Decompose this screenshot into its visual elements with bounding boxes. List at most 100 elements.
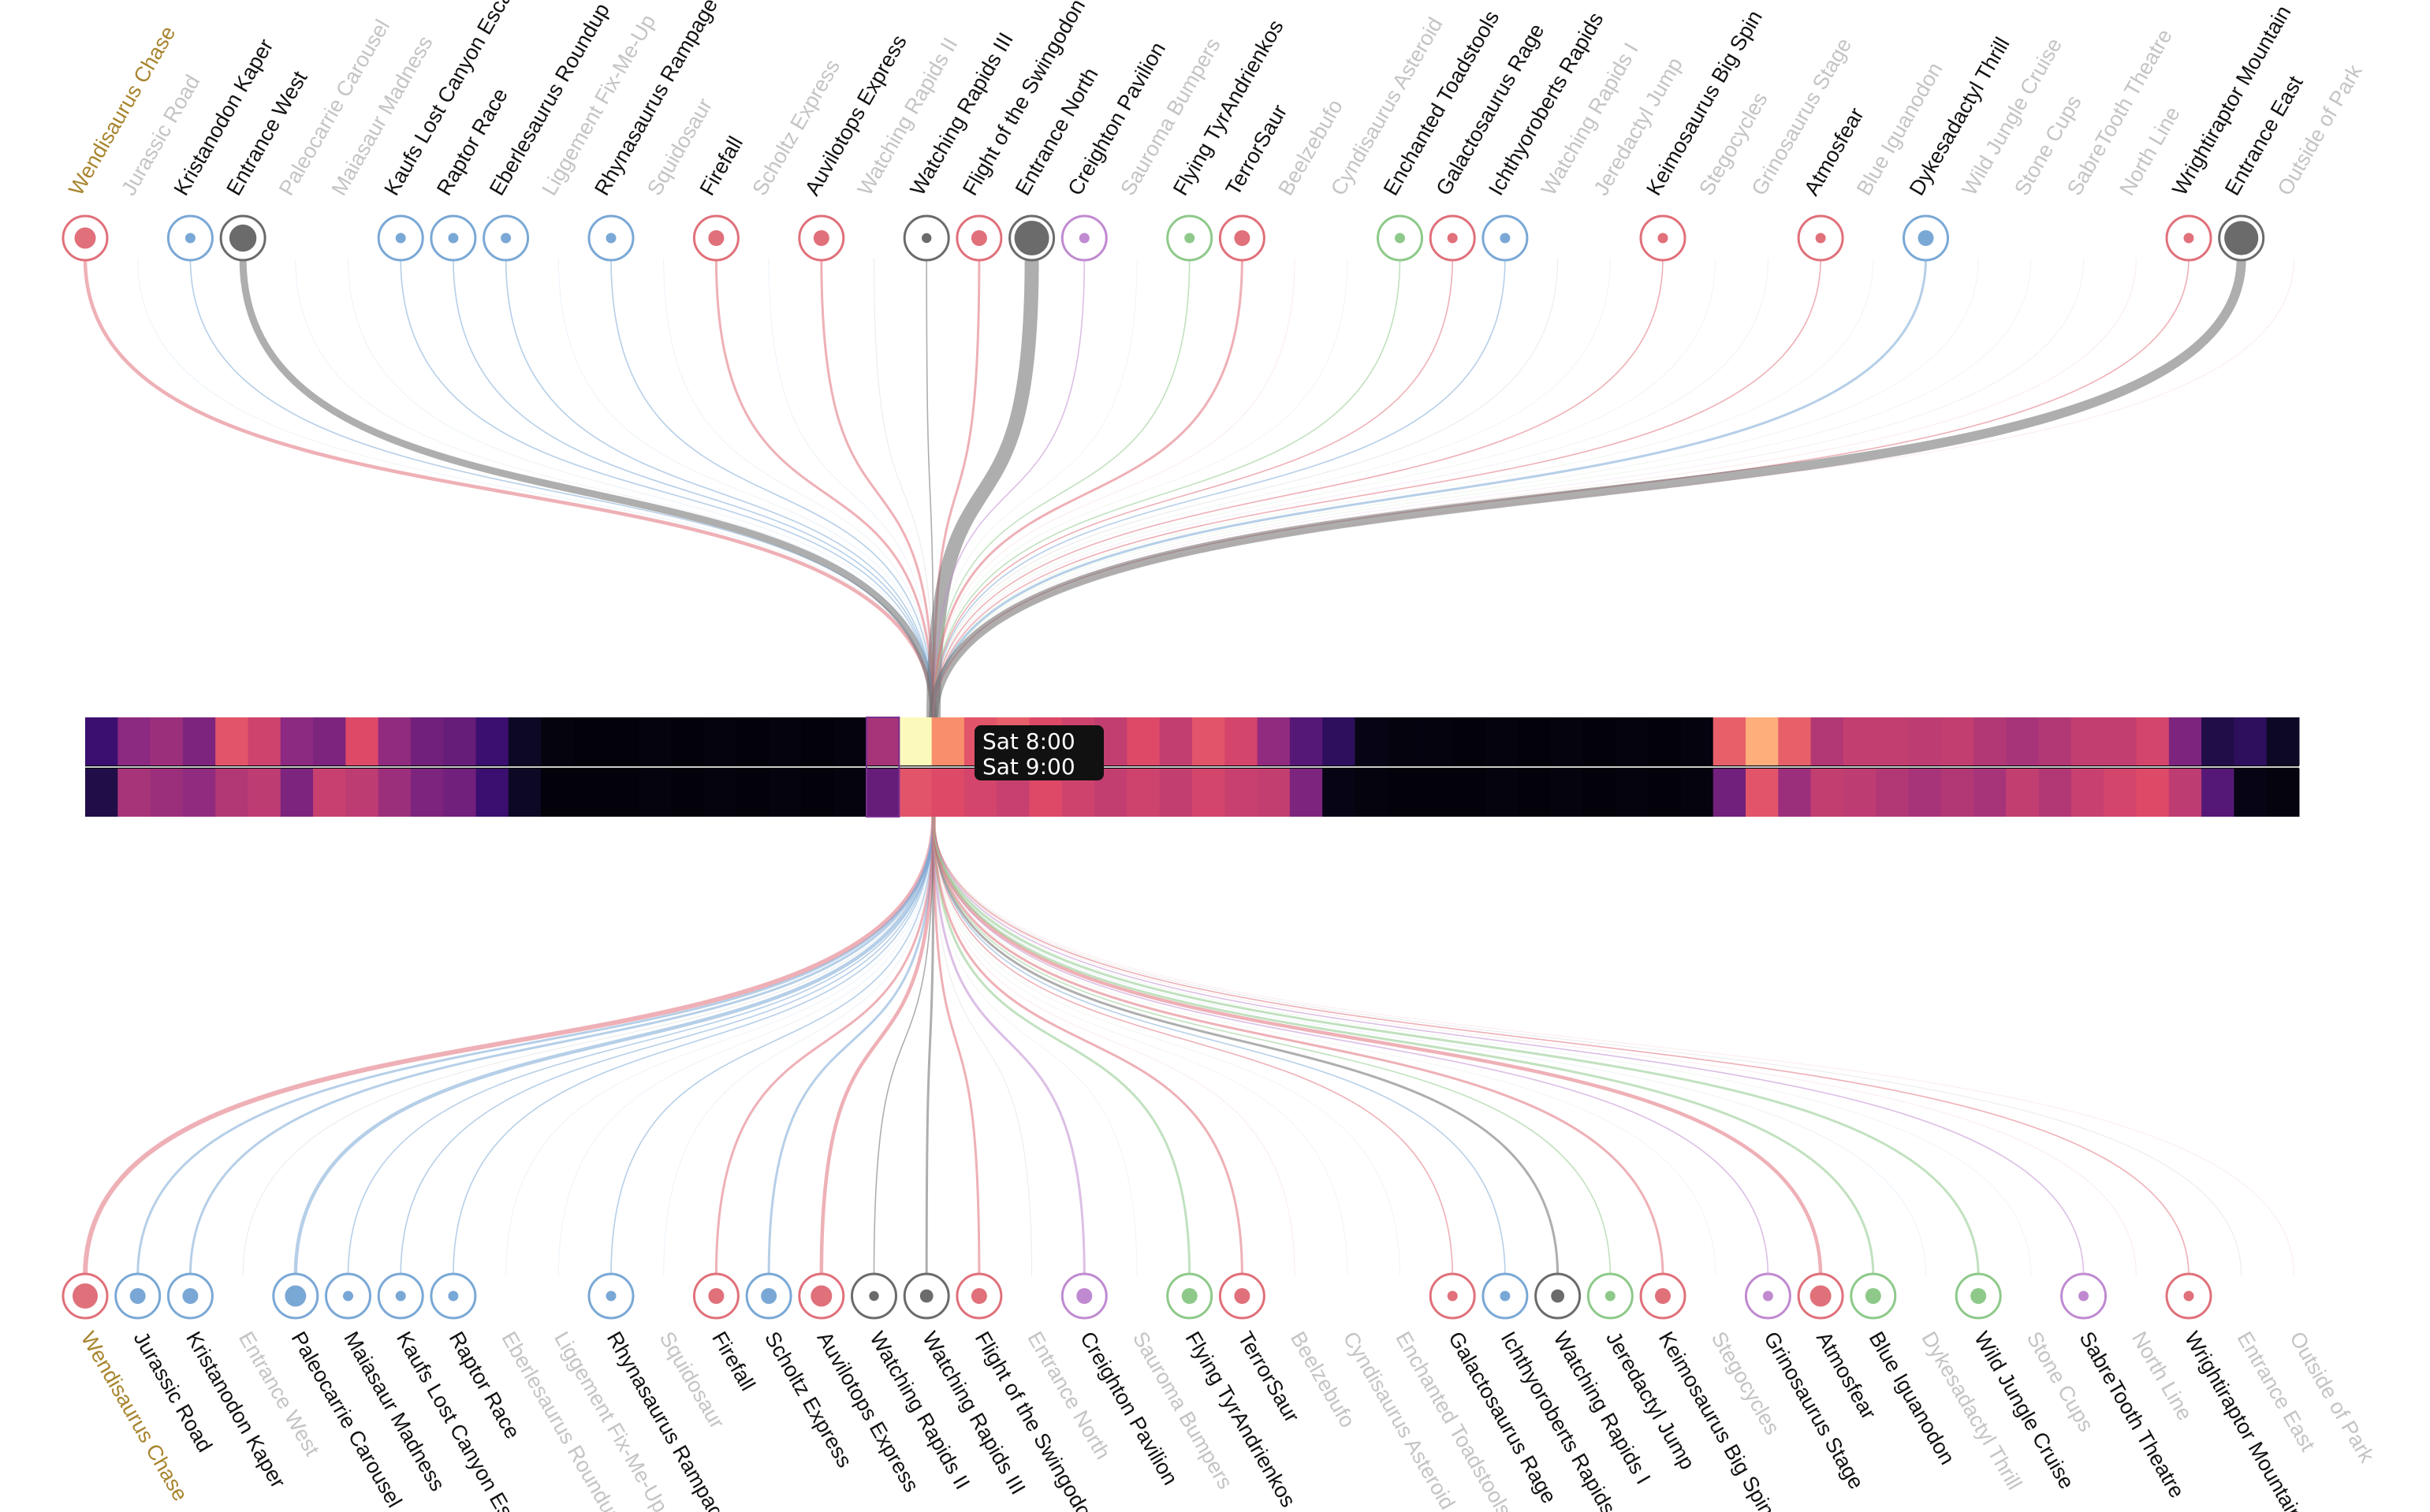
heatmap-cell-row2[interactable]: [508, 769, 542, 817]
heatmap-cell-row2[interactable]: [2266, 769, 2300, 817]
heatmap-cell-row1[interactable]: [280, 717, 314, 765]
heatmap-cell-row1[interactable]: [1843, 717, 1877, 765]
heatmap-cell-row2[interactable]: [313, 769, 346, 817]
heatmap-cell-row2[interactable]: [85, 769, 118, 817]
heatmap-cell-row1[interactable]: [541, 717, 574, 765]
heatmap-cell-row2[interactable]: [2136, 769, 2170, 817]
heatmap-cell-row2[interactable]: [1810, 769, 1844, 817]
heatmap-cell-row1[interactable]: [1940, 717, 1974, 765]
heatmap-cell-row2[interactable]: [1127, 769, 1161, 817]
heatmap-cell-row1[interactable]: [833, 717, 867, 765]
heatmap-cell-row1[interactable]: [475, 717, 509, 765]
heatmap-cell-row1[interactable]: [182, 717, 216, 765]
heatmap-cell-row2[interactable]: [1517, 769, 1551, 817]
heatmap-cell-row2[interactable]: [2201, 769, 2234, 817]
heatmap-cell-row1[interactable]: [313, 717, 346, 765]
heatmap-cell-row2[interactable]: [1289, 769, 1323, 817]
heatmap-cell-row1[interactable]: [1387, 717, 1421, 765]
heatmap-cell-row2[interactable]: [1713, 769, 1746, 817]
heatmap-cell-row1[interactable]: [1876, 717, 1909, 765]
heatmap-cell-row1[interactable]: [85, 717, 118, 765]
heatmap-cell-row2[interactable]: [410, 769, 444, 817]
heatmap-cell-row2[interactable]: [1355, 769, 1388, 817]
heatmap-cell-row1[interactable]: [1517, 717, 1551, 765]
heatmap-cell-row2[interactable]: [1387, 769, 1421, 817]
heatmap-cell-row1[interactable]: [508, 717, 542, 765]
heatmap-cell-row2[interactable]: [182, 769, 216, 817]
heatmap-cell-row2[interactable]: [931, 769, 965, 817]
heatmap-cell-row1[interactable]: [1778, 717, 1812, 765]
heatmap-cell-row1[interactable]: [248, 717, 281, 765]
heatmap-cell-row1[interactable]: [2201, 717, 2234, 765]
heatmap-cell-row2[interactable]: [1615, 769, 1649, 817]
heatmap-cell-row1[interactable]: [801, 717, 835, 765]
heatmap-cell-row1[interactable]: [1615, 717, 1649, 765]
heatmap-cell-row1[interactable]: [1713, 717, 1746, 765]
heatmap-cell-row2[interactable]: [769, 769, 802, 817]
heatmap-cell-row2[interactable]: [1648, 769, 1681, 817]
heatmap-cell-row2[interactable]: [801, 769, 835, 817]
heatmap-cell-row1[interactable]: [1485, 717, 1519, 765]
heatmap-cell-row2[interactable]: [150, 769, 184, 817]
timeline-heatmap[interactable]: [85, 717, 2300, 817]
heatmap-cell-row1[interactable]: [573, 717, 607, 765]
heatmap-cell-row2[interactable]: [1322, 769, 1355, 817]
heatmap-cell-row2[interactable]: [215, 769, 248, 817]
heatmap-cell-row2[interactable]: [2168, 769, 2202, 817]
heatmap-cell-row2[interactable]: [443, 769, 477, 817]
heatmap-cell-row1[interactable]: [1680, 717, 1714, 765]
heatmap-cell-row1[interactable]: [1550, 717, 1584, 765]
heatmap-cell-row1[interactable]: [215, 717, 248, 765]
heatmap-cell-row1[interactable]: [1127, 717, 1161, 765]
heatmap-cell-row1[interactable]: [1355, 717, 1388, 765]
heatmap-cell-row2[interactable]: [671, 769, 705, 817]
heatmap-cell-row2[interactable]: [899, 769, 933, 817]
heatmap-cell-row1[interactable]: [1289, 717, 1323, 765]
heatmap-cell-row1[interactable]: [931, 717, 965, 765]
heatmap-cell-row1[interactable]: [117, 717, 151, 765]
heatmap-cell-row2[interactable]: [117, 769, 151, 817]
heatmap-cell-row2[interactable]: [280, 769, 314, 817]
heatmap-cell-row2[interactable]: [1257, 769, 1291, 817]
heatmap-cell-row2[interactable]: [2070, 769, 2104, 817]
heatmap-cell-row1[interactable]: [2266, 717, 2300, 765]
heatmap-cell-row2[interactable]: [1940, 769, 1974, 817]
heatmap-cell-row1[interactable]: [2234, 717, 2268, 765]
heatmap-cell-row2[interactable]: [1973, 769, 2007, 817]
heatmap-cell-row2[interactable]: [703, 769, 737, 817]
heatmap-cell-row1[interactable]: [639, 717, 672, 765]
heatmap-cell-row2[interactable]: [867, 769, 900, 817]
heatmap-cell-row2[interactable]: [1746, 769, 1779, 817]
heatmap-cell-row2[interactable]: [2104, 769, 2137, 817]
heatmap-cell-row1[interactable]: [378, 717, 412, 765]
heatmap-cell-row1[interactable]: [1908, 717, 1942, 765]
heatmap-cell-row1[interactable]: [1224, 717, 1258, 765]
heatmap-cell-row2[interactable]: [1452, 769, 1486, 817]
heatmap-cell-row1[interactable]: [2168, 717, 2202, 765]
heatmap-cell-row2[interactable]: [475, 769, 509, 817]
heatmap-cell-row1[interactable]: [1159, 717, 1193, 765]
heatmap-cell-row2[interactable]: [1582, 769, 1616, 817]
heatmap-cell-row1[interactable]: [1582, 717, 1616, 765]
heatmap-cell-row1[interactable]: [1973, 717, 2007, 765]
heatmap-cell-row2[interactable]: [1420, 769, 1453, 817]
heatmap-cell-row1[interactable]: [1192, 717, 1225, 765]
heatmap-cell-row1[interactable]: [1322, 717, 1355, 765]
heatmap-cell-row1[interactable]: [1648, 717, 1681, 765]
heatmap-cell-row1[interactable]: [443, 717, 477, 765]
top-node-watching-rapids-i[interactable]: Watching Rapids I: [1537, 39, 1643, 199]
heatmap-cell-row1[interactable]: [1257, 717, 1291, 765]
heatmap-cell-row2[interactable]: [1224, 769, 1258, 817]
heatmap-cell-row1[interactable]: [2006, 717, 2040, 765]
heatmap-cell-row1[interactable]: [2104, 717, 2137, 765]
heatmap-cell-row2[interactable]: [1159, 769, 1193, 817]
heatmap-cell-row1[interactable]: [345, 717, 379, 765]
heatmap-cell-row1[interactable]: [899, 717, 933, 765]
heatmap-cell-row2[interactable]: [1908, 769, 1942, 817]
heatmap-cell-row2[interactable]: [541, 769, 574, 817]
heatmap-cell-row2[interactable]: [1485, 769, 1519, 817]
heatmap-cell-row1[interactable]: [1420, 717, 1453, 765]
heatmap-cell-row1[interactable]: [2038, 717, 2072, 765]
heatmap-cell-row2[interactable]: [606, 769, 639, 817]
heatmap-cell-row1[interactable]: [736, 717, 770, 765]
